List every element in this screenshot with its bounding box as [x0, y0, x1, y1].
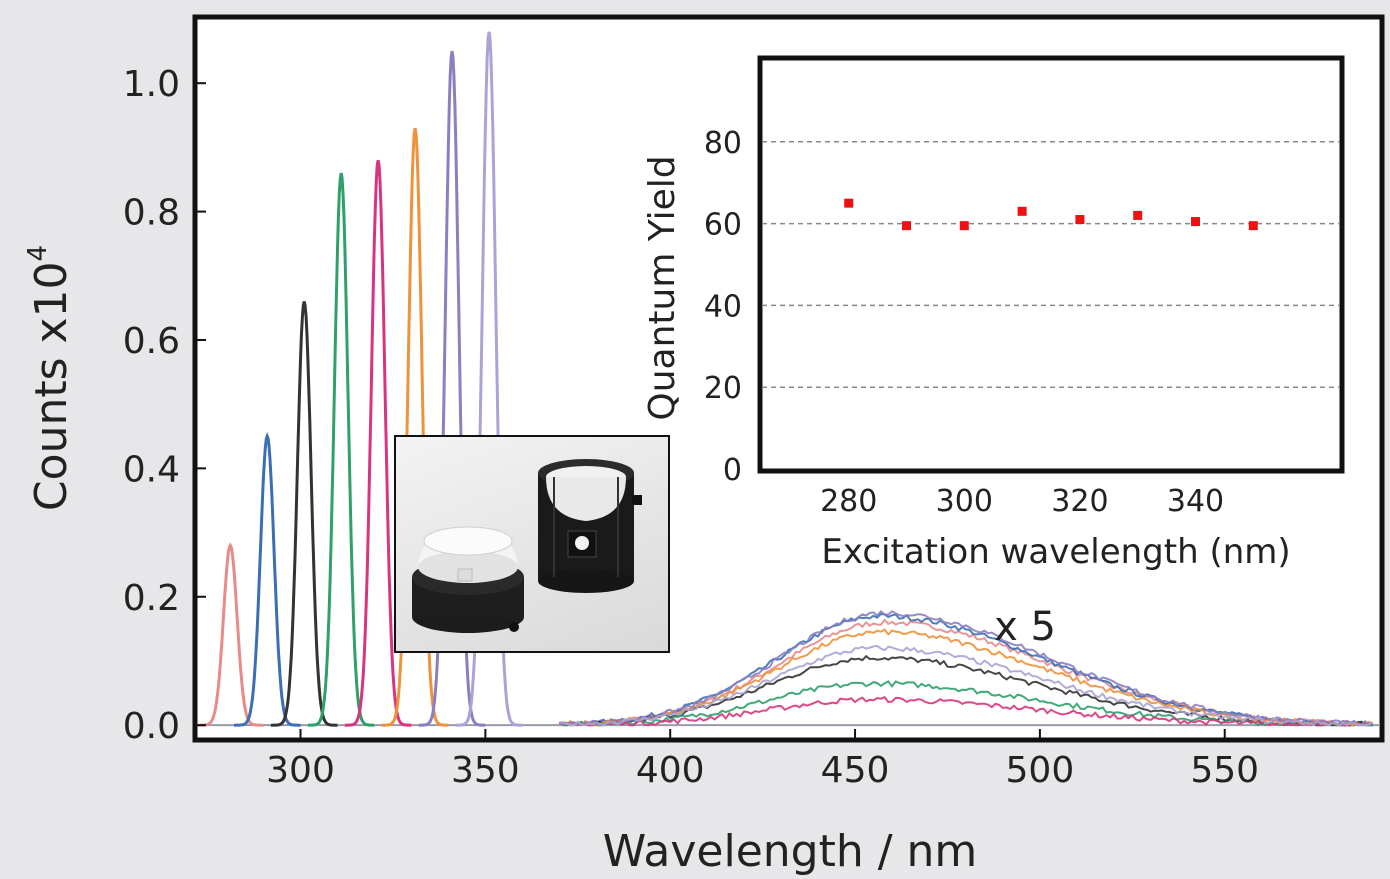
inset-y-tick-label: 20 [704, 371, 742, 406]
excitation-peak-trace [307, 172, 375, 727]
quantum-yield-point [1248, 221, 1258, 231]
main-y-ticks: 0.0 0.2 0.4 0.6 0.8 1.0 [123, 64, 206, 747]
quantum-yield-point [844, 198, 854, 208]
quantum-yield-point [1191, 217, 1200, 227]
inset-x-axis-title: Excitation wavelength (nm) [821, 532, 1290, 572]
main-y-tick-label: 0.2 [123, 578, 180, 619]
excitation-peak-trace [455, 31, 523, 727]
excitation-peak-trace [418, 50, 486, 727]
main-x-ticks: 300 350 400 450 500 550 [266, 729, 1259, 791]
inset-points [844, 198, 1258, 231]
excitation-peak-trace [197, 542, 264, 727]
quantum-yield-point [1017, 206, 1027, 216]
quantum-yield-point [902, 221, 911, 231]
main-y-tick-label: 0.0 [123, 706, 180, 747]
inset-y-tick-label: 0 [723, 453, 742, 488]
main-y-axis-exponent: 4 [23, 245, 53, 262]
main-x-tick-label: 550 [1190, 750, 1259, 791]
main-x-tick-label: 300 [266, 750, 335, 791]
svg-text:Counts x104: Counts x104 [23, 245, 77, 511]
emission-band-trace [558, 680, 1373, 727]
emission-band-trace [558, 610, 1373, 727]
main-x-axis-title: Wavelength / nm [603, 826, 978, 877]
inset-x-tick-label: 320 [1051, 484, 1108, 519]
inset-x-tick-label: 280 [820, 484, 877, 519]
excitation-peak-trace [270, 301, 338, 727]
main-y-tick-label: 1.0 [123, 64, 180, 105]
emission-band-trace [558, 695, 1373, 727]
inset-y-ticks: 0 20 40 60 80 [704, 126, 742, 488]
inset-y-tick-label: 40 [704, 289, 742, 324]
inset-plot-area [757, 55, 1345, 474]
inset-y-tick-label: 60 [704, 208, 742, 243]
quantum-yield-point [959, 221, 969, 231]
open-cup-holder [412, 526, 524, 633]
inset-y-axis-title: Quantum Yield [642, 155, 683, 420]
quantum-yield-point [1133, 210, 1143, 220]
main-traces [197, 31, 1380, 727]
sample-holder-photo [394, 435, 670, 653]
inset-y-tick-label: 80 [704, 126, 742, 161]
inset-x-ticks: 280 300 320 340 [820, 484, 1224, 519]
main-x-tick-label: 500 [1006, 750, 1075, 791]
main-y-tick-label: 0.6 [123, 321, 180, 362]
main-y-axis-label: Counts x10 [26, 261, 77, 511]
quantum-yield-point [1075, 215, 1085, 225]
inset-x-tick-label: 300 [936, 484, 993, 519]
excitation-peak-trace [344, 159, 412, 727]
main-x-tick-label: 400 [636, 750, 705, 791]
emission-band-trace [559, 644, 1374, 727]
main-x-tick-label: 350 [451, 750, 520, 791]
closed-cylinder-holder [538, 459, 642, 593]
excitation-peak-trace [234, 431, 301, 727]
main-y-axis-title: Counts x104 [23, 245, 77, 511]
excitation-peak-trace [381, 127, 449, 727]
inset-gridlines [762, 141, 1340, 388]
inset-x-tick-label: 340 [1167, 484, 1224, 519]
main-y-tick-label: 0.8 [123, 193, 180, 234]
main-y-tick-label: 0.4 [123, 449, 180, 490]
main-x-tick-label: 450 [821, 750, 890, 791]
emission-scale-annotation: x 5 [994, 604, 1056, 650]
